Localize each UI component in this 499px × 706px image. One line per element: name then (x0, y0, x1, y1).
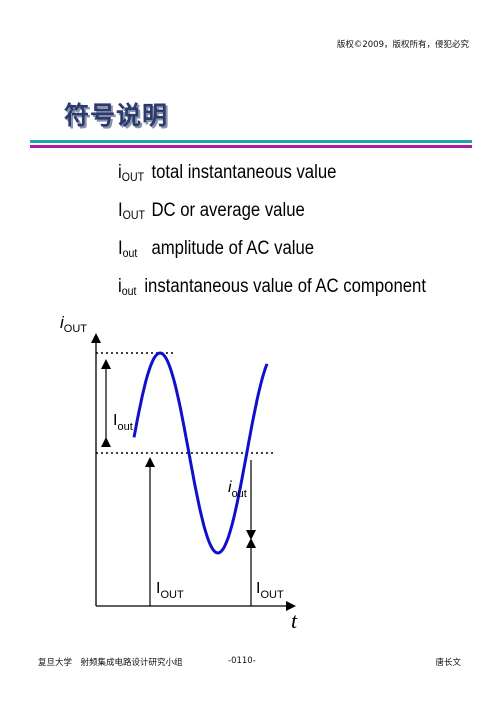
footer-institution: 复旦大学 射频集成电路设计研究小组 (38, 658, 183, 668)
amplitude-label: Iout (113, 412, 133, 433)
definition-row: Iout amplitude of AC value (118, 238, 426, 276)
dc-label-left: IOUT (156, 580, 184, 601)
definition-row: iout instantaneous value of AC component (118, 276, 426, 314)
definition-symbol: Iout (118, 238, 138, 260)
definition-text: amplitude of AC value (151, 238, 315, 259)
definition-symbol: IOUT (118, 200, 145, 222)
footer-author: 唐长文 (435, 658, 461, 668)
copyright-notice: 版权©2009，版权所有，侵犯必究 (336, 40, 469, 50)
dc-label-right: IOUT (256, 580, 284, 601)
footer-page-number: -0110- (228, 656, 256, 666)
ac-component-label: iout (228, 479, 247, 500)
definition-text: instantaneous value of AC component (144, 276, 426, 297)
y-axis-label: iOUT (60, 313, 87, 335)
title-rule-teal (30, 140, 472, 143)
definition-symbol: iout (118, 276, 137, 298)
definition-row: iOUT total instantaneous value (118, 162, 426, 200)
page-title: 符号说明 (64, 101, 169, 130)
sine-curve (132, 351, 269, 555)
title-rule-magenta (30, 145, 472, 148)
x-axis-label: t (291, 608, 298, 633)
symbol-definitions: iOUT total instantaneous value IOUT DC o… (118, 162, 468, 314)
definition-text: total instantaneous value (151, 162, 337, 183)
definition-row: IOUT DC or average value (118, 200, 426, 238)
definition-text: DC or average value (151, 200, 305, 221)
definition-symbol: iOUT (118, 162, 145, 184)
